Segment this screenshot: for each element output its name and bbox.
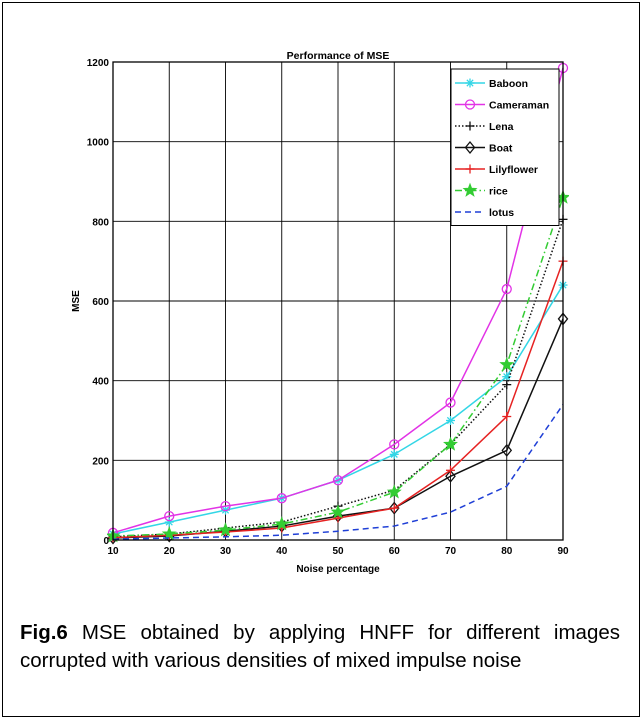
- data-point-rice: [274, 516, 290, 531]
- legend-label-rice: rice: [489, 186, 508, 198]
- legend-label-lena: Lena: [489, 121, 514, 133]
- data-point-lilyflower: [446, 465, 455, 475]
- y-tick-label: 200: [92, 456, 109, 467]
- legend-entry-baboon: Baboon: [455, 78, 528, 90]
- x-tick-label: 80: [501, 546, 513, 557]
- legend-marker-lena: [465, 121, 475, 131]
- data-point-rice: [443, 436, 458, 451]
- x-axis-label: Noise percentage: [296, 564, 380, 575]
- figure-caption: Fig.6 MSE obtained by applying HNFF for …: [20, 619, 620, 675]
- y-tick-label: 800: [92, 217, 109, 228]
- x-tick-label: 70: [445, 546, 457, 557]
- data-point-baboon: [389, 449, 399, 459]
- x-tick-label: 50: [332, 546, 344, 557]
- data-point-boat: [501, 443, 513, 457]
- legend-marker-baboon: [465, 78, 475, 88]
- data-point-baboon: [446, 416, 455, 425]
- y-tick-label: 600: [92, 297, 109, 308]
- legend-marker-rice: [462, 182, 478, 197]
- y-tick-label: 0: [103, 536, 109, 547]
- ticks: 10 20 30 40 50 60 70 80 90 0 200 400 600 800 1000 1200: [87, 58, 569, 557]
- chart-title: Performance of MSE: [287, 50, 390, 62]
- plot-border: [112, 61, 564, 541]
- data-point-cameraman: [276, 493, 287, 504]
- legend-entry-lena: Lena: [455, 121, 514, 133]
- figure-caption-text: MSE obtained by applying HNFF for differ…: [20, 621, 620, 672]
- legend-label-baboon: Baboon: [489, 78, 528, 90]
- x-tick-label: 60: [389, 546, 401, 557]
- data-point-cameraman: [389, 439, 400, 450]
- legend-entry-lilyflower: Lilyflower: [455, 164, 538, 176]
- data-point-rice: [161, 526, 177, 541]
- data-point-boat: [445, 469, 456, 483]
- legend-entry-cameraman: Cameraman: [455, 99, 549, 112]
- data-point-baboon: [502, 372, 512, 382]
- data-point-lilyflower: [502, 412, 512, 422]
- series-line-cameraman: [112, 67, 564, 534]
- data-point-rice: [386, 484, 402, 499]
- legend-marker-cameraman: [464, 99, 476, 110]
- y-tick-label: 1000: [87, 138, 110, 149]
- legend-marker-boat: [464, 140, 476, 155]
- legend-label-boat: Boat: [489, 143, 513, 155]
- data-point-cameraman: [332, 475, 344, 486]
- data-point-rice: [499, 356, 515, 372]
- legend-entry-boat: Boat: [455, 140, 513, 155]
- y-tick-label: 400: [92, 377, 109, 388]
- data-point-cameraman: [445, 397, 456, 408]
- series-line-lotus: [112, 404, 564, 540]
- data-point-lena: [502, 380, 512, 390]
- series-cameraman: [107, 62, 569, 538]
- series-line-rice: [112, 197, 564, 537]
- data-point-lilyflower: [389, 503, 399, 513]
- data-point-rice: [330, 504, 346, 519]
- y-axis-label: MSE: [71, 290, 82, 312]
- data-point-cameraman: [501, 283, 512, 295]
- x-tick-label: 40: [276, 546, 288, 557]
- x-tick-label: 10: [107, 546, 119, 557]
- x-tick-label: 90: [557, 546, 569, 557]
- legend-label-lilyflower: Lilyflower: [489, 164, 538, 176]
- data-point-cameraman: [220, 500, 231, 512]
- legend: Baboon Cameraman Lena Boat Lilyflower rice lot…: [450, 68, 560, 226]
- y-tick-label: 1200: [87, 58, 110, 69]
- figure-caption-label: Fig.6: [20, 621, 68, 644]
- legend-marker-lilyflower: [465, 164, 475, 174]
- data-point-cameraman: [164, 510, 175, 522]
- chart: 10 20 30 40 50 60 70 80 90020040060080010001200 …: [71, 50, 569, 575]
- data-point-rice: [218, 522, 233, 537]
- legend-entry-rice: rice: [455, 182, 508, 198]
- series-lotus: [112, 404, 564, 540]
- series-layer: [107, 62, 569, 545]
- legend-label-lotus: lotus: [489, 207, 514, 219]
- x-tick-label: 20: [164, 546, 176, 557]
- legend-label-cameraman: Cameraman: [489, 100, 549, 112]
- legend-entry-lotus: lotus: [455, 207, 514, 219]
- x-tick-label: 30: [220, 546, 232, 557]
